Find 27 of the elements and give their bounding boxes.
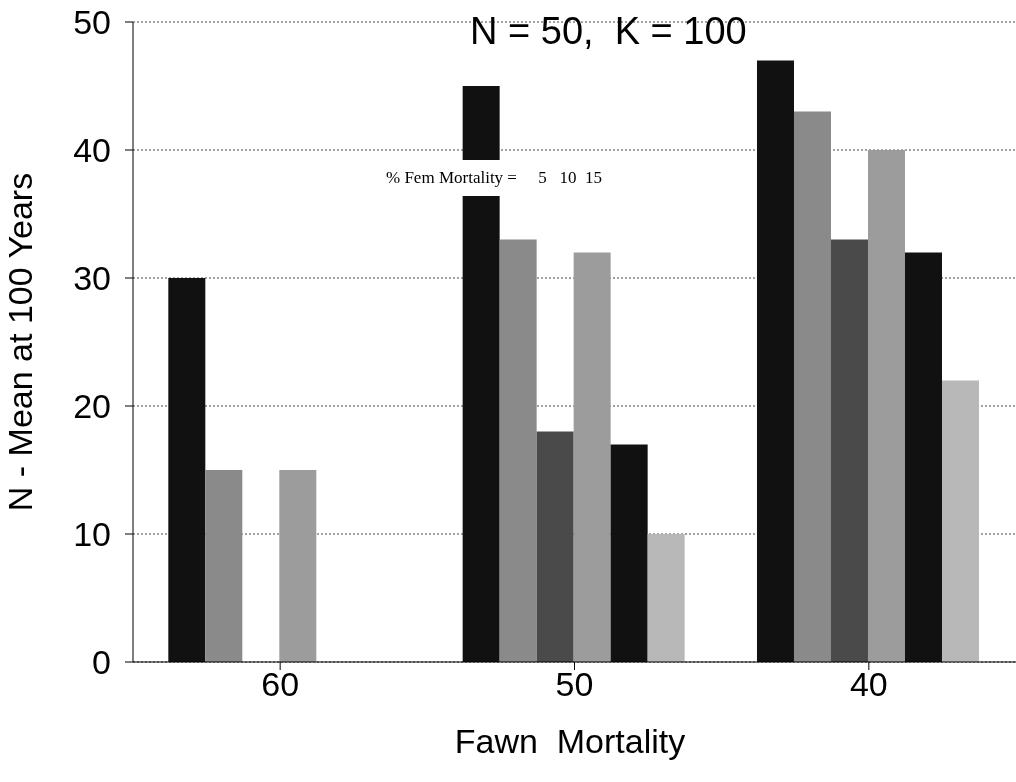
bar [756,60,794,662]
y-tick-label: 10 [73,515,111,554]
bar [536,431,574,662]
y-axis-title: N - Mean at 100 Years [1,172,40,512]
bar [793,111,831,662]
bar [610,444,648,662]
x-axis-title: Fawn Mortality [453,722,687,761]
y-tick-label: 30 [73,259,111,298]
bar [830,239,868,662]
bar [279,470,317,662]
bar [168,278,206,662]
x-tick-label: 40 [849,665,888,704]
annotation: % Fem Mortality = 5 10 15 [380,160,608,196]
bar [647,534,685,662]
y-tick-label: 0 [92,643,111,682]
y-tick-label: 40 [73,131,111,170]
bar [499,239,537,662]
y-tick-label: 20 [73,387,111,426]
x-tick-label: 50 [555,665,594,704]
x-tick-label: 60 [261,665,300,704]
y-tick-label: 50 [73,3,111,42]
bar [904,252,942,662]
bar [867,150,905,662]
bar [941,380,979,662]
bar [573,252,611,662]
bar [205,470,243,662]
chart-title: N = 50, K = 100 [470,10,747,53]
